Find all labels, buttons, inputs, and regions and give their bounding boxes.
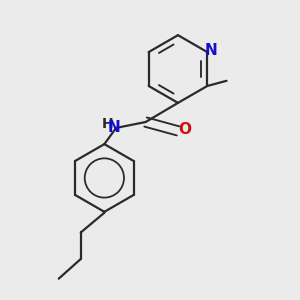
Text: O: O [178, 122, 191, 137]
Text: H: H [101, 117, 113, 131]
Text: N: N [108, 119, 121, 134]
Text: N: N [205, 43, 217, 58]
